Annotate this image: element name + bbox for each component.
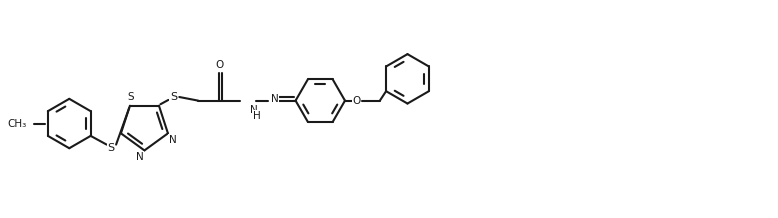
Text: N: N [271, 94, 279, 104]
Text: N: N [169, 135, 177, 145]
Text: CH₃: CH₃ [8, 119, 27, 129]
Text: N: N [250, 105, 258, 115]
Text: O: O [216, 60, 224, 70]
Text: S: S [170, 92, 177, 102]
Text: N: N [136, 152, 144, 162]
Text: O: O [352, 96, 361, 106]
Text: S: S [128, 92, 134, 102]
Text: S: S [107, 143, 114, 153]
Text: H: H [254, 111, 261, 121]
